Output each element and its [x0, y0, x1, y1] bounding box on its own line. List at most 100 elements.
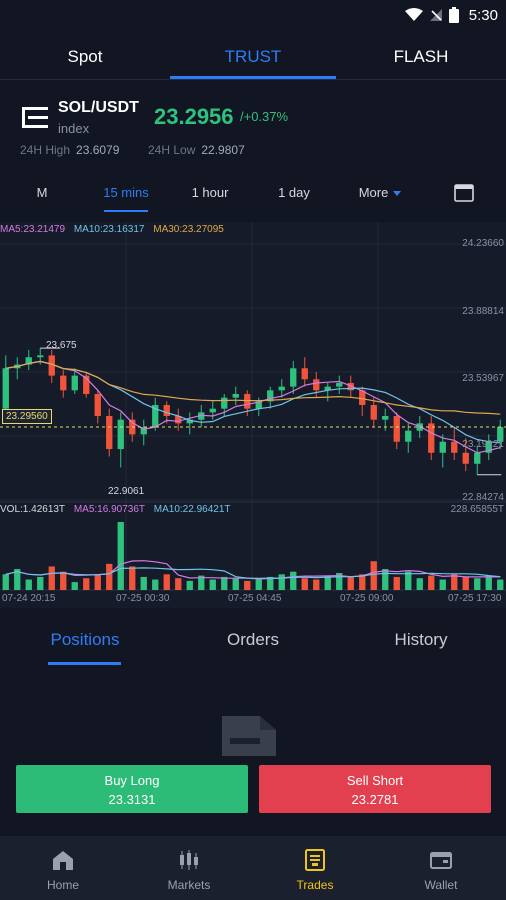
volume-bar — [209, 579, 216, 590]
volume-bar — [94, 574, 101, 590]
nav-home[interactable]: Home — [0, 836, 126, 900]
stat-24h-low-label: 24H Low — [148, 143, 196, 157]
ma5-line — [5, 360, 501, 454]
current-price-tag: 23.29560 — [2, 409, 52, 424]
candle — [2, 368, 9, 409]
pair-name[interactable]: SOL/USDT — [58, 99, 139, 116]
tab-positions[interactable]: Positions — [50, 630, 120, 649]
volume-bar — [462, 576, 469, 590]
interval-m[interactable]: M — [36, 185, 48, 200]
price-axis-tick: 23.53967 — [462, 373, 504, 384]
chart-settings-icon[interactable] — [454, 184, 474, 202]
interval-1-hour[interactable]: 1 hour — [191, 185, 229, 200]
buy-long-price: 23.3131 — [108, 792, 156, 807]
trades-icon — [305, 849, 325, 871]
pair-type: index — [58, 121, 90, 136]
candle — [25, 357, 32, 365]
volume-bar — [497, 579, 504, 590]
candle — [370, 404, 377, 420]
nav-trades[interactable]: Trades — [252, 836, 378, 900]
candle — [439, 441, 446, 453]
sell-short-button[interactable]: Sell Short 23.2781 — [259, 765, 491, 813]
tab-trust[interactable]: TRUST — [224, 47, 282, 66]
volume-bar — [198, 575, 205, 590]
candle — [106, 416, 113, 450]
sell-short-price: 23.2781 — [351, 792, 399, 807]
price-axis-tick: 24.23660 — [462, 238, 504, 249]
time-axis-tick: 07-25 00:30 — [116, 593, 170, 604]
ma30-line — [5, 360, 501, 415]
volume-bar — [14, 569, 21, 590]
tab-spot[interactable]: Spot — [67, 47, 103, 66]
volume-bar — [439, 579, 446, 590]
time-axis-tick: 07-25 04:45 — [228, 593, 282, 604]
buy-long-button[interactable]: Buy Long 23.3131 — [16, 765, 248, 813]
volume-bar — [370, 561, 377, 590]
candle — [497, 427, 504, 442]
nav-markets[interactable]: Markets — [126, 836, 252, 900]
candle — [37, 355, 44, 358]
volume-bar — [163, 574, 170, 590]
volume-bar — [186, 580, 193, 590]
candle — [416, 423, 423, 431]
status-bar: 5:30 — [0, 0, 506, 30]
interval-1-day[interactable]: 1 day — [278, 185, 310, 200]
wifi-icon — [404, 8, 423, 21]
ma10-value: MA10:23.16317 — [73, 224, 145, 235]
pair-menu-icon[interactable] — [20, 104, 50, 132]
volume-bar — [290, 571, 297, 590]
price-change: /+0.37% — [240, 109, 289, 124]
interval-active-indicator — [104, 210, 148, 212]
volume-bar — [255, 579, 262, 590]
candle — [48, 355, 55, 376]
interval-more[interactable]: More — [350, 168, 410, 220]
interval-15-mins[interactable]: 15 mins — [103, 185, 149, 200]
tab-flash[interactable]: FLASH — [393, 47, 449, 66]
stat-24h-high-label: 24H High — [20, 143, 71, 157]
time-axis-tick: 07-24 20:15 — [2, 593, 56, 604]
candle — [209, 408, 216, 413]
ticker-header: SOL/USDT index 23.2956 /+0.37% 24H High 2… — [0, 90, 506, 165]
volume-bar — [175, 578, 182, 590]
volume-value: VOL:1.42613T — [0, 504, 66, 515]
volume-bar — [382, 569, 389, 590]
volume-bar — [152, 579, 159, 590]
candle — [313, 379, 320, 391]
candle — [71, 375, 78, 391]
kline-chart-canvas[interactable] — [0, 222, 506, 608]
buy-long-label: Buy Long — [104, 773, 160, 788]
volume-bar — [48, 566, 55, 590]
candle — [301, 368, 308, 380]
volume-bar — [428, 575, 435, 590]
stat-24h-low: 24H Low 22.9807 — [148, 143, 245, 157]
volume-bar — [71, 582, 78, 590]
candle — [83, 375, 90, 394]
volume-bar — [129, 566, 136, 590]
volume-axis-max: 228.65855T — [450, 504, 504, 515]
volume-bar — [416, 578, 423, 590]
candlestick-icon — [180, 850, 198, 870]
battery-icon — [448, 7, 459, 23]
tab-active-indicator — [170, 76, 336, 79]
candle — [60, 375, 67, 391]
candle — [290, 368, 297, 387]
nav-home-label: Home — [46, 878, 79, 892]
positions-tabs: Positions Orders History — [0, 614, 506, 668]
tab-history[interactable]: History — [394, 630, 448, 649]
candle — [232, 393, 239, 398]
nav-wallet[interactable]: Wallet — [378, 836, 504, 900]
volume-bar — [336, 573, 343, 590]
candle — [278, 386, 285, 391]
volume-bar — [313, 579, 320, 590]
tab-orders[interactable]: Orders — [227, 630, 279, 649]
volume-bar — [451, 574, 458, 590]
empty-state-icon — [222, 716, 276, 756]
candle — [393, 416, 400, 442]
no-signal-icon — [429, 9, 442, 21]
volume-bar — [60, 571, 67, 590]
volume-bar — [267, 576, 274, 590]
volume-bar — [301, 578, 308, 590]
kline-chart[interactable]: MA5:23.21479 MA10:23.16317 MA30:23.27095… — [0, 222, 506, 608]
chevron-down-icon — [393, 191, 402, 197]
interval-more-label: More — [358, 185, 389, 200]
